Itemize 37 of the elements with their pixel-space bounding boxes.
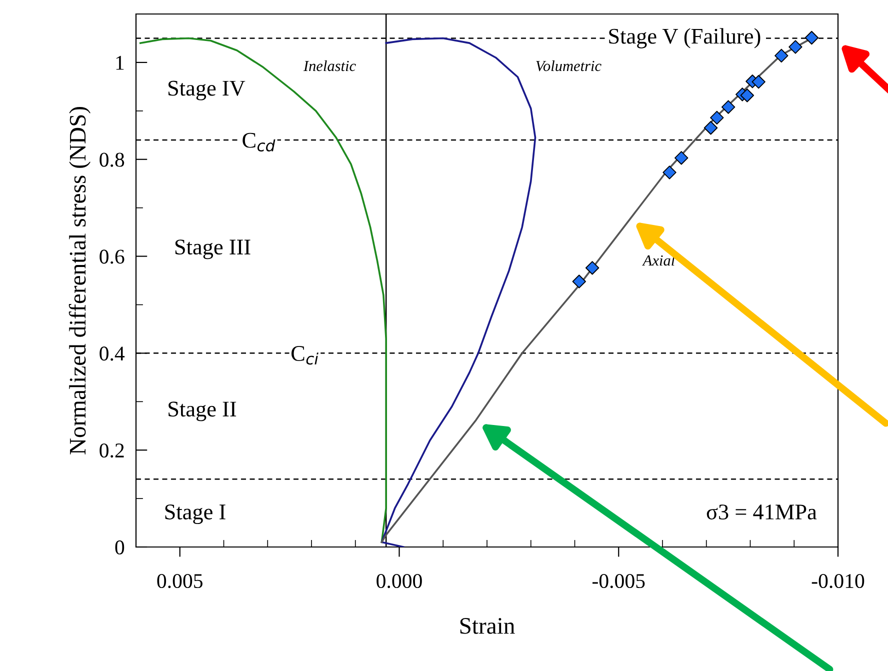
annotation: Stage I <box>165 504 226 524</box>
x-tick-label: -0.010 <box>812 574 864 588</box>
annotation: Stage IV <box>168 80 246 100</box>
point <box>572 274 586 288</box>
point <box>710 110 724 125</box>
annotation: Axial <box>642 254 675 266</box>
point <box>662 166 676 180</box>
annotation: Volumetric <box>536 60 602 72</box>
x-tick-label: 0.005 <box>157 574 202 588</box>
x-axis-title: Strain <box>460 618 515 634</box>
y-tick-label: 0 <box>115 540 124 554</box>
annotation: C$_{cd}$ <box>242 132 276 152</box>
annotation: Stage III <box>175 240 250 260</box>
annotation: Inelastic <box>303 60 356 72</box>
y-axis-title: Normalized differential stress (NDS) <box>68 107 91 454</box>
point <box>585 261 600 275</box>
y-tick-label: 0.2 <box>100 443 124 458</box>
point <box>674 151 688 165</box>
x-tick-label: -0.005 <box>592 574 645 588</box>
y-tick-label: 0.4 <box>100 346 125 361</box>
y-tick-label: 0.8 <box>100 152 124 167</box>
annotation: Stage V (Failure) <box>609 28 760 48</box>
annotation: C$_{ci}$ <box>292 346 318 365</box>
point <box>740 88 754 102</box>
annotation: Stage II <box>168 402 236 422</box>
point <box>704 121 718 135</box>
point <box>788 40 802 54</box>
y-tick-label: 0.6 <box>100 250 124 264</box>
line-series <box>139 37 387 544</box>
annotation: σ3 = 41MPa <box>706 504 817 520</box>
y-tick-label: 1 <box>116 56 124 70</box>
x-tick-label: 0.000 <box>376 574 422 588</box>
point <box>804 30 819 45</box>
point <box>752 74 766 89</box>
line-series <box>380 37 536 547</box>
point <box>774 48 788 63</box>
point <box>721 100 736 114</box>
